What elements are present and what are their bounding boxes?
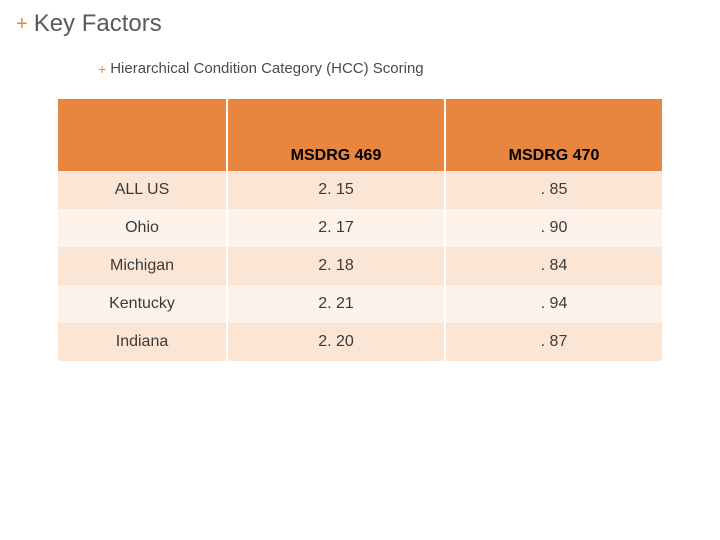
cell-value: . 94 bbox=[446, 285, 662, 323]
row-label: Kentucky bbox=[58, 285, 226, 323]
row-label: Michigan bbox=[58, 247, 226, 285]
cell-value: 2. 18 bbox=[228, 247, 444, 285]
title-row: + Key Factors bbox=[0, 0, 720, 38]
col-header-blank bbox=[58, 99, 226, 171]
table-row: Kentucky 2. 21 . 94 bbox=[58, 285, 662, 323]
col-header-msdrg469: MSDRG 469 bbox=[228, 99, 444, 171]
cell-value: . 90 bbox=[446, 209, 662, 247]
cell-value: 2. 17 bbox=[228, 209, 444, 247]
hcc-table-wrap: MSDRG 469 MSDRG 470 ALL US 2. 15 . 85 Oh… bbox=[56, 99, 664, 361]
col-header-msdrg470: MSDRG 470 bbox=[446, 99, 662, 171]
subtitle-row: + Hierarchical Condition Category (HCC) … bbox=[0, 38, 720, 77]
plus-icon: + bbox=[98, 62, 106, 76]
table-row: Indiana 2. 20 . 87 bbox=[58, 323, 662, 361]
page-title: Key Factors bbox=[34, 10, 162, 38]
cell-value: . 87 bbox=[446, 323, 662, 361]
row-label: Ohio bbox=[58, 209, 226, 247]
table-row: ALL US 2. 15 . 85 bbox=[58, 171, 662, 209]
table-row: Michigan 2. 18 . 84 bbox=[58, 247, 662, 285]
plus-icon: + bbox=[16, 14, 28, 34]
hcc-table: MSDRG 469 MSDRG 470 ALL US 2. 15 . 85 Oh… bbox=[56, 99, 664, 361]
subtitle-text: Hierarchical Condition Category (HCC) Sc… bbox=[110, 60, 423, 77]
table-row: Ohio 2. 17 . 90 bbox=[58, 209, 662, 247]
cell-value: . 84 bbox=[446, 247, 662, 285]
cell-value: 2. 20 bbox=[228, 323, 444, 361]
row-label: Indiana bbox=[58, 323, 226, 361]
row-label: ALL US bbox=[58, 171, 226, 209]
cell-value: 2. 15 bbox=[228, 171, 444, 209]
table-header-row: MSDRG 469 MSDRG 470 bbox=[58, 99, 662, 171]
cell-value: . 85 bbox=[446, 171, 662, 209]
cell-value: 2. 21 bbox=[228, 285, 444, 323]
